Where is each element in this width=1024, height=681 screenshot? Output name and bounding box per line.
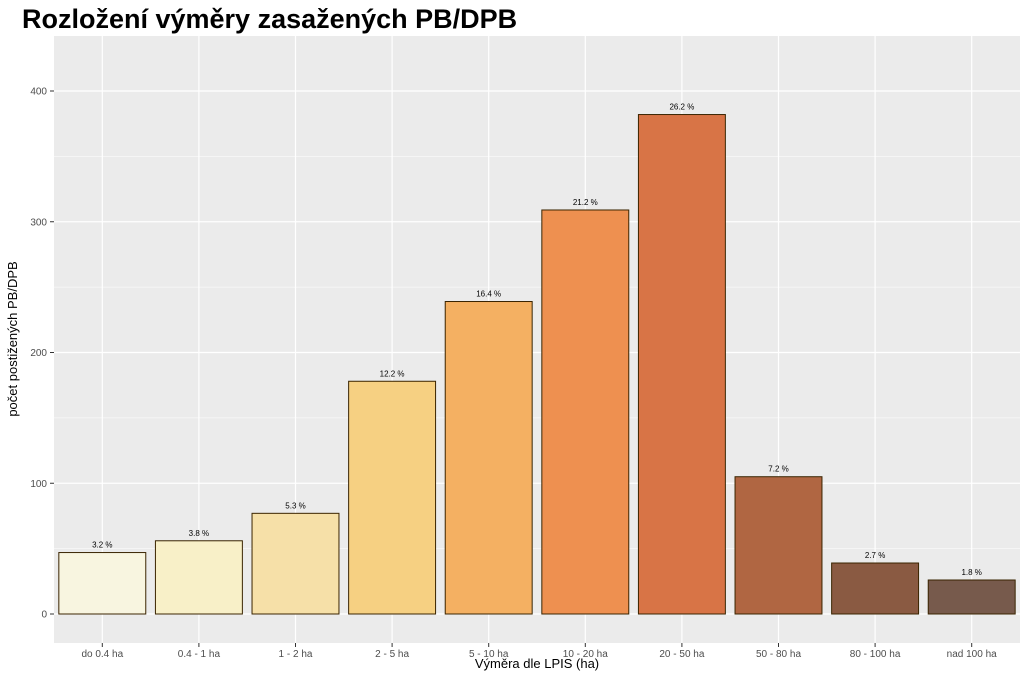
- x-tick-label: 5 - 10 ha: [469, 649, 509, 660]
- bar: [637, 114, 726, 615]
- x-tick-label: 20 - 50 ha: [659, 649, 704, 660]
- x-tick-label: 80 - 100 ha: [850, 649, 901, 660]
- bar-value-label: 21.2 %: [573, 198, 598, 207]
- x-tick-label: 1 - 2 ha: [279, 649, 313, 660]
- y-tick-label: 200: [30, 348, 47, 359]
- bar-value-label: 16.4 %: [476, 290, 501, 299]
- y-axis-title: počet postižených PB/DPB: [5, 261, 20, 416]
- bar-value-label: 3.8 %: [189, 529, 209, 538]
- bar: [58, 552, 147, 615]
- bar: [927, 579, 1016, 615]
- bar: [251, 512, 340, 615]
- x-tick-label: do 0.4 ha: [81, 649, 123, 660]
- bar-value-label: 1.8 %: [961, 568, 981, 577]
- bar: [541, 209, 630, 615]
- bar-value-label: 12.2 %: [380, 369, 405, 378]
- x-tick-label: nad 100 ha: [947, 649, 997, 660]
- x-tick-label: 10 - 20 ha: [563, 649, 608, 660]
- y-tick-label: 300: [30, 217, 47, 228]
- bar-value-label: 7.2 %: [768, 465, 788, 474]
- bar-value-label: 26.2 %: [669, 103, 694, 112]
- y-tick-label: 0: [41, 610, 47, 621]
- x-axis-title: Výměra dle LPIS (ha): [475, 656, 599, 671]
- bar: [734, 476, 823, 615]
- bar-value-label: 3.2 %: [92, 541, 112, 550]
- y-tick-label: 100: [30, 479, 47, 490]
- bar: [348, 380, 437, 615]
- bars: [58, 114, 1016, 615]
- chart-title: Rozložení výměry zasažených PB/DPB: [22, 4, 517, 34]
- bar: [831, 562, 920, 615]
- y-axis: 0 100 200 300 400: [30, 87, 54, 621]
- x-axis: do 0.4 ha 0.4 - 1 ha 1 - 2 ha 2 - 5 ha 5 - 1…: [81, 643, 997, 660]
- bar-value-label: 5.3 %: [285, 501, 305, 510]
- x-tick-label: 0.4 - 1 ha: [178, 649, 221, 660]
- bar: [444, 301, 533, 615]
- bar-value-label: 2.7 %: [865, 551, 885, 560]
- x-tick-label: 2 - 5 ha: [375, 649, 409, 660]
- x-tick-label: 50 - 80 ha: [756, 649, 801, 660]
- bar: [154, 540, 243, 615]
- y-tick-label: 400: [30, 87, 47, 98]
- bar-labels: 3.2 % 3.8 % 5.3 % 12.2 % 16.4 % 21.2 % 26.2 % 7…: [92, 103, 982, 577]
